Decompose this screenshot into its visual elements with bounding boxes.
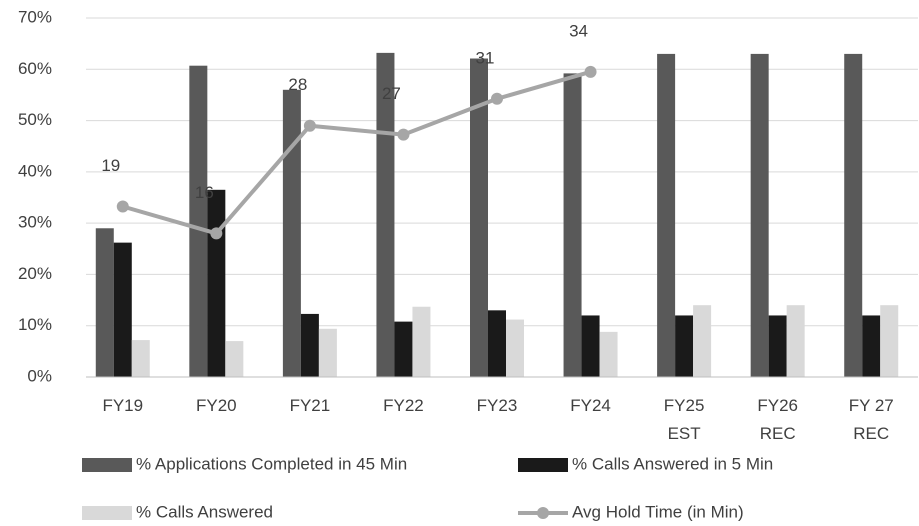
bar (862, 315, 881, 377)
line-point (491, 92, 503, 105)
legend-swatch (518, 458, 568, 472)
line-point (397, 128, 410, 141)
bar (282, 89, 301, 378)
data-label: 28 (288, 75, 307, 94)
bar (318, 328, 337, 377)
legend-label: % Calls Answered in 5 Min (572, 454, 773, 473)
line-point (116, 200, 129, 213)
y-tick-label: 40% (18, 161, 52, 180)
bar (394, 321, 413, 377)
bar (225, 341, 244, 377)
legend-label: % Applications Completed in 45 Min (136, 454, 407, 473)
bar (470, 58, 488, 377)
bar (675, 315, 694, 377)
data-label: 27 (382, 84, 401, 103)
bar (506, 319, 524, 377)
x-tick-label: FY23 (477, 396, 518, 415)
y-tick-label: 10% (18, 315, 52, 334)
bar (488, 310, 506, 377)
x-tick-label: FY21 (290, 396, 331, 415)
y-tick-label: 0% (27, 366, 52, 385)
line (122, 69, 592, 236)
line-point (303, 119, 316, 132)
legend-swatch (82, 458, 132, 472)
line-point (210, 227, 223, 240)
x-tick-label: FY25 EST (664, 396, 705, 443)
data-label: 31 (476, 48, 495, 67)
x-tick-label: FY 27 REC (849, 396, 894, 443)
bar (786, 305, 805, 377)
legend-marker (537, 507, 549, 519)
legend-label: % Calls Answered (136, 502, 273, 521)
legend-swatch (82, 506, 132, 520)
data-label: 16 (195, 183, 214, 202)
y-tick-label: 60% (18, 59, 52, 78)
legend-label: Avg Hold Time (in Min) (572, 502, 744, 521)
bar (693, 305, 712, 377)
bar (131, 340, 150, 377)
x-tick-label: FY24 (570, 396, 611, 415)
y-tick-label: 70% (18, 7, 52, 26)
bar (189, 65, 208, 378)
bar (563, 73, 582, 377)
x-tick-label: FY22 (383, 396, 424, 415)
bar (95, 228, 114, 377)
y-tick-label: 30% (18, 213, 52, 232)
bar (768, 315, 787, 377)
bar (750, 53, 769, 378)
y-tick-label: 50% (18, 110, 52, 129)
bar (412, 306, 431, 377)
x-tick-label: FY20 (196, 396, 237, 415)
data-label: 19 (101, 156, 120, 175)
bar (844, 53, 863, 378)
bar (599, 331, 618, 377)
x-tick-label: FY26 REC (757, 396, 798, 443)
y-tick-label: 20% (18, 264, 52, 283)
bar (880, 305, 899, 377)
bar (300, 313, 319, 377)
bar (207, 189, 226, 377)
bar (113, 242, 132, 377)
x-tick-label: FY19 (102, 396, 143, 415)
bar (657, 53, 676, 378)
bar (581, 315, 600, 377)
line-point (584, 65, 597, 78)
data-label: 34 (569, 21, 588, 40)
